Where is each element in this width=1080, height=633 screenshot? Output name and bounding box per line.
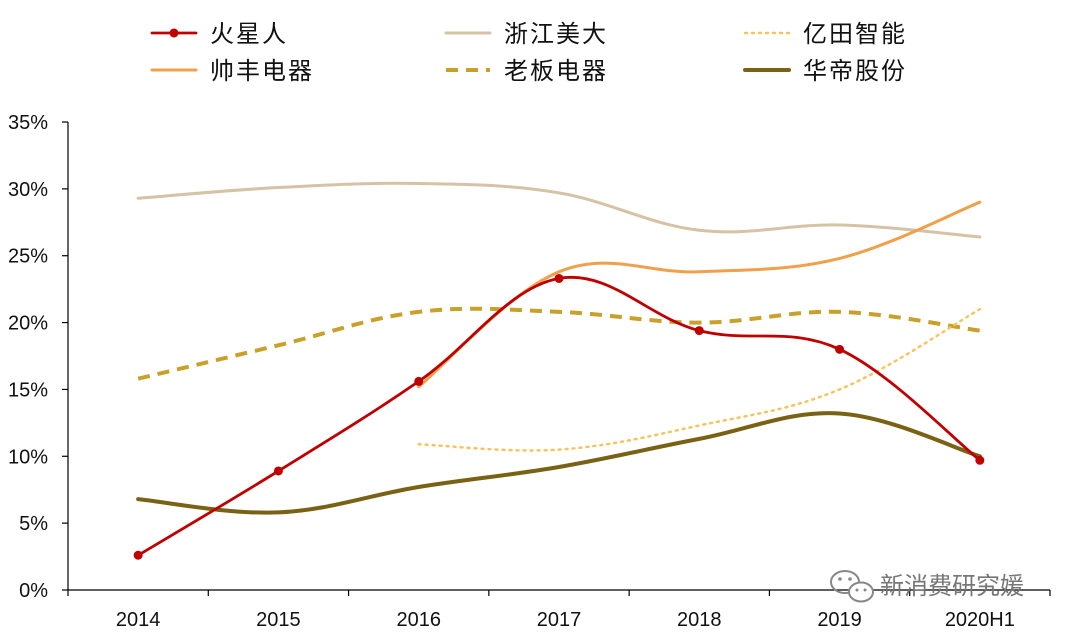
y-tick-label: 15%: [8, 379, 48, 401]
data-point: [414, 376, 424, 386]
legend-label: 老板电器: [504, 57, 608, 85]
y-tick-label: 10%: [8, 446, 48, 468]
x-tick-label: 2016: [396, 609, 441, 631]
legend-label: 火星人: [210, 20, 288, 48]
data-point: [975, 455, 985, 465]
data-point: [835, 344, 845, 354]
y-tick-label: 20%: [8, 313, 48, 335]
x-tick-label: 2014: [116, 609, 161, 631]
x-tick-label: 2019: [817, 609, 862, 631]
x-tick-label: 2018: [677, 609, 722, 631]
series-4: [137, 306, 981, 381]
series-0: [133, 273, 985, 560]
series-5: [136, 411, 982, 515]
data-point: [554, 273, 564, 283]
series-line: [417, 307, 982, 452]
y-tick-label: 30%: [8, 179, 48, 201]
legend-label: 浙江美大: [504, 20, 608, 48]
data-point: [273, 466, 283, 476]
legend-item: 老板电器: [446, 57, 608, 85]
series-2: [417, 307, 982, 452]
data-point: [133, 550, 143, 560]
x-tick-label: 2015: [256, 609, 301, 631]
y-tick-label: 25%: [8, 246, 48, 268]
legend-item: 帅丰电器: [150, 57, 314, 85]
y-tick-label: 0%: [19, 580, 48, 602]
y-tick-label: 5%: [19, 513, 48, 535]
legend-label: 华帝股份: [803, 57, 907, 85]
legend-item: 火星人: [150, 20, 288, 48]
legend-label: 亿田智能: [803, 20, 907, 48]
series-line: [137, 306, 981, 381]
wechat-icon: [830, 570, 874, 603]
series-group: [133, 181, 985, 560]
x-tick-label: 2017: [537, 609, 582, 631]
watermark: 新消费研究媛: [830, 570, 1024, 603]
series-line: [136, 181, 982, 239]
legend-marker: [169, 28, 179, 38]
series-1: [136, 181, 982, 239]
y-tick-label: 35%: [8, 112, 48, 134]
legend-item: 浙江美大: [444, 20, 608, 48]
legend-item: 华帝股份: [743, 57, 907, 85]
axes: 0% 5% 10% 15% 20% 25% 30% 35% 2014 2015 2016 2017 20…: [8, 112, 1051, 631]
x-tick-label: 2020H1: [945, 609, 1015, 631]
data-point: [694, 326, 704, 336]
legend-label: 帅丰电器: [210, 57, 314, 85]
legend-item: 亿田智能: [743, 20, 907, 48]
series-line: [136, 411, 982, 515]
watermark-text: 新消费研究媛: [880, 572, 1024, 600]
